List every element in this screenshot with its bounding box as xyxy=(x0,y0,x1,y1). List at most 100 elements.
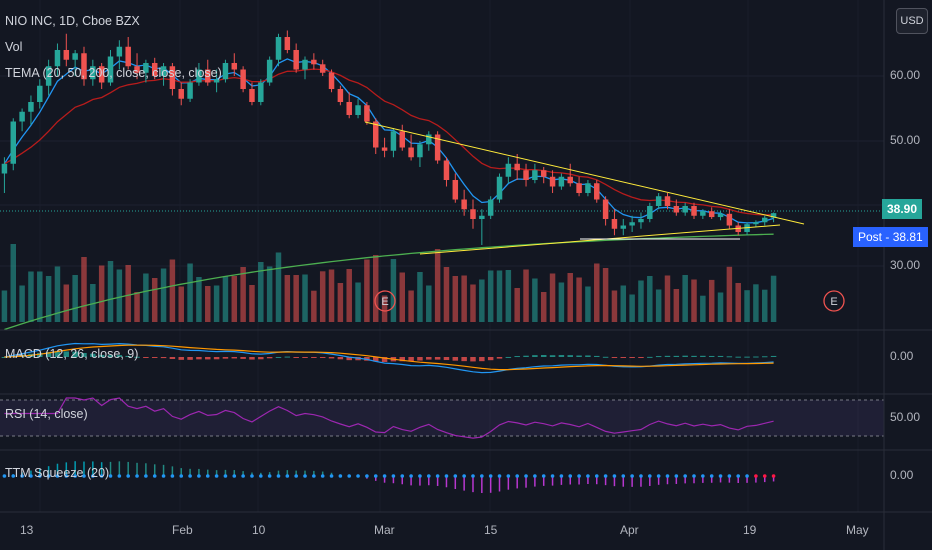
ttm-dot xyxy=(771,474,776,478)
volume-bar xyxy=(523,269,529,322)
volume-bar xyxy=(240,267,246,322)
ttm-dot xyxy=(639,474,643,478)
tema-legend[interactable]: TEMA (20, 50, 200, close, close, close) xyxy=(5,66,222,80)
volume-bar xyxy=(390,259,397,322)
volume-bar xyxy=(63,284,70,322)
macd-histogram-bar xyxy=(532,355,538,357)
volume-bar xyxy=(143,273,149,322)
volume-bar xyxy=(567,273,573,322)
candle-body xyxy=(381,147,388,151)
ttm-pane xyxy=(2,461,776,494)
volume-bar xyxy=(682,275,688,322)
volume-bar xyxy=(470,284,476,322)
ttm-dot xyxy=(320,474,325,478)
candle-body xyxy=(98,66,105,83)
volume-bar xyxy=(532,278,538,322)
volume-bar xyxy=(487,270,494,322)
volume-bar xyxy=(717,292,724,322)
ttm-legend[interactable]: TTM Squeeze (20) xyxy=(5,466,110,480)
volume-bar xyxy=(372,255,379,322)
ttm-dot xyxy=(568,474,573,478)
volume-bar xyxy=(664,275,671,322)
macd-histogram-bar xyxy=(37,352,43,357)
volume-bar xyxy=(134,292,140,322)
ttm-dot xyxy=(577,474,581,478)
volume-bar xyxy=(673,289,680,322)
candle-body xyxy=(470,209,476,219)
ttm-dot xyxy=(418,474,422,478)
macd-histogram-bar xyxy=(381,357,388,363)
candle-body xyxy=(540,170,547,177)
ttm-dot xyxy=(285,474,290,478)
candle-body xyxy=(717,213,724,218)
candle-body xyxy=(90,66,96,80)
candle-body xyxy=(523,170,529,180)
candle-body xyxy=(761,217,768,223)
currency-button[interactable]: USD xyxy=(896,8,928,34)
macd-histogram-bar xyxy=(770,355,777,357)
ttm-dot xyxy=(46,474,51,478)
ttm-dot xyxy=(232,474,237,478)
ttm-dot xyxy=(745,474,749,478)
volume-bar xyxy=(549,273,556,322)
macd-histogram-bar xyxy=(213,357,220,360)
macd-histogram-bar xyxy=(585,355,591,357)
ttm-dot xyxy=(471,474,475,478)
ttm-dot xyxy=(188,474,192,478)
candle-body xyxy=(19,111,25,122)
macd-histogram-bar xyxy=(461,357,467,362)
macd-histogram-bar xyxy=(514,356,520,358)
rsi-tick-50: 50.00 xyxy=(890,410,921,424)
macd-histogram-bar xyxy=(417,357,423,361)
macd-histogram-bar xyxy=(540,354,547,357)
volume-bar xyxy=(249,285,255,322)
ttm-dot xyxy=(515,474,519,478)
volume-bar xyxy=(479,279,485,322)
volume-bar xyxy=(258,262,264,322)
volume-bar xyxy=(647,276,653,322)
volume-bar xyxy=(54,266,61,322)
ttm-dot xyxy=(426,474,431,478)
macd-histogram-bar xyxy=(655,356,662,358)
macd-histogram-bar xyxy=(98,354,105,357)
candle-body xyxy=(399,131,406,148)
volume-bar xyxy=(364,259,370,322)
x-tick-feb: Feb xyxy=(172,523,193,537)
macd-histogram-bar xyxy=(761,356,768,358)
candle-body xyxy=(284,37,291,50)
macd-histogram-bar xyxy=(266,357,273,359)
rsi-legend[interactable]: RSI (14, close) xyxy=(5,407,88,421)
candle-body xyxy=(426,134,432,145)
macd-legend[interactable]: MACD (12, 26, close, 9) xyxy=(5,347,139,361)
macd-histogram-bar xyxy=(452,357,459,361)
macd-histogram-bar xyxy=(346,357,352,361)
volume-bar xyxy=(381,295,388,322)
vol-legend[interactable]: Vol xyxy=(5,40,23,54)
candle-body xyxy=(770,213,777,218)
candle-body xyxy=(178,89,184,99)
volume-bar xyxy=(611,290,618,322)
price-tick-50: 50.00 xyxy=(890,133,921,147)
trendlines xyxy=(364,121,805,255)
volume-bar xyxy=(293,275,299,322)
macd-histogram-bar xyxy=(169,357,176,359)
volume-bar xyxy=(761,289,768,322)
ttm-dot xyxy=(480,474,484,478)
candle-body xyxy=(620,225,627,229)
volume-bar xyxy=(90,284,96,322)
macd-histogram-bar xyxy=(505,356,512,358)
ttm-dot xyxy=(55,474,60,478)
candle-body xyxy=(708,211,715,218)
ttm-dot xyxy=(144,474,148,478)
volume-bar xyxy=(328,269,335,322)
candle-body xyxy=(532,170,538,180)
candle-body xyxy=(452,180,459,200)
earnings-marker-label: E xyxy=(830,296,837,308)
ttm-dot xyxy=(603,474,608,478)
macd-histogram-bar xyxy=(558,355,565,357)
volume-bar xyxy=(116,269,123,322)
candle-body xyxy=(169,66,176,89)
ttm-dot xyxy=(11,474,16,478)
